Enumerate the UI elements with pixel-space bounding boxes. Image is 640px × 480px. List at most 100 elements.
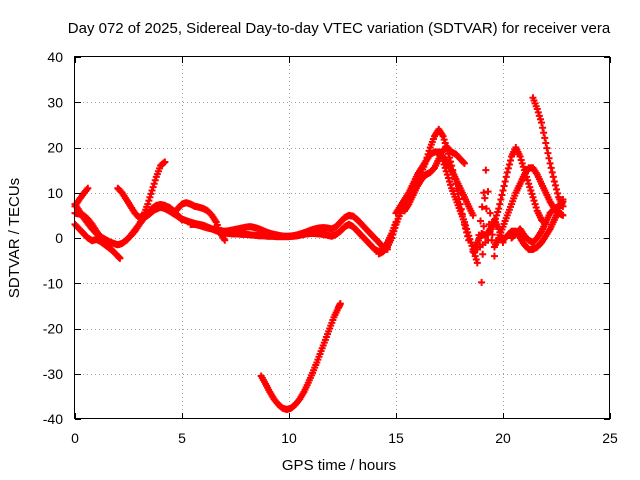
data-point [442,167,450,175]
data-point [443,171,451,179]
series-track-03 [71,209,105,241]
data-point [538,119,546,127]
data-point [536,115,544,123]
data-point [466,235,474,243]
data-point [473,259,481,267]
data-point [440,136,448,144]
data-point [545,154,553,162]
data-point [493,211,501,219]
data-point [532,203,540,211]
data-point [546,159,554,167]
series-track-13 [401,144,468,215]
data-point [148,186,156,194]
series-track-16 [486,144,550,235]
data-point [480,222,488,230]
data-point [533,105,541,113]
data-point [506,157,514,165]
ticks-layer [75,57,611,420]
data-point [524,176,532,184]
data-point [150,180,158,188]
data-point [467,239,475,247]
data-point [551,181,559,189]
data-point [504,164,512,172]
data-point [471,252,479,260]
data-point [528,190,536,198]
data-point [516,153,524,161]
data-point [499,186,507,194]
data-point [519,163,527,171]
data-point [534,108,542,116]
data-point [484,236,492,244]
data-point [505,160,513,168]
data-point [464,228,472,236]
labels-layer: 0 5 10 15 20 25 -40 -30 -20 -10 0 10 20 30 40 [43,49,618,446]
data-point [161,158,169,166]
data-point [144,200,152,208]
x-tick-label: 10 [281,430,297,446]
data-point [540,129,548,137]
data-point [544,149,552,157]
y-tick-label: -10 [43,275,63,291]
data-point [501,177,509,185]
data-point [439,157,447,165]
data-point [480,189,488,197]
data-point [550,177,558,185]
data-point [116,254,124,262]
data-point [446,177,453,185]
data-point [490,218,498,226]
y-tick-label: -40 [43,411,63,427]
data-point [518,159,526,167]
data-point [390,227,398,235]
data-point [336,300,344,308]
y-tick-label: -20 [43,321,63,337]
series-track-21 [473,166,498,286]
data-point [460,159,468,167]
data-point [145,197,153,205]
y-axis-label: SDTVAR / TECUs [6,178,23,298]
x-tick-label: 0 [71,430,79,446]
series-track-19 [508,198,567,247]
data-point [444,174,452,182]
data-point [500,182,508,190]
y-tick-label: -30 [43,366,63,382]
data-point [463,225,471,233]
data-point [465,232,473,240]
series-track-20 [529,94,567,210]
data-point [482,205,490,213]
data-point [484,188,492,196]
data-point [543,144,551,152]
data-point [525,180,533,188]
data-point [388,234,396,242]
data-point [441,164,449,172]
y-tick-label: 20 [47,140,63,156]
data-point [495,205,503,213]
data-point [391,224,399,232]
data-point [527,186,535,194]
data-point [482,166,490,174]
x-tick-label: 5 [178,430,186,446]
data-point [539,124,547,132]
y-tick-label: 0 [55,230,63,246]
y-tick-label: 40 [47,49,63,65]
data-point [494,208,502,216]
data-point [477,217,485,225]
data-point [481,194,489,202]
data-points-layer [71,94,567,413]
data-point [531,200,539,208]
data-point [547,164,555,172]
data-point [529,193,537,201]
data-point [84,184,92,192]
data-point [497,196,505,204]
data-point [440,160,448,168]
series-track-10 [257,300,344,413]
series-track-04 [71,220,124,262]
data-point [151,176,159,184]
data-point [147,190,155,198]
data-point [479,250,487,258]
data-point [475,231,483,239]
data-point [530,197,538,205]
data-point [439,132,447,140]
data-point [503,168,511,176]
data-point [462,222,470,230]
